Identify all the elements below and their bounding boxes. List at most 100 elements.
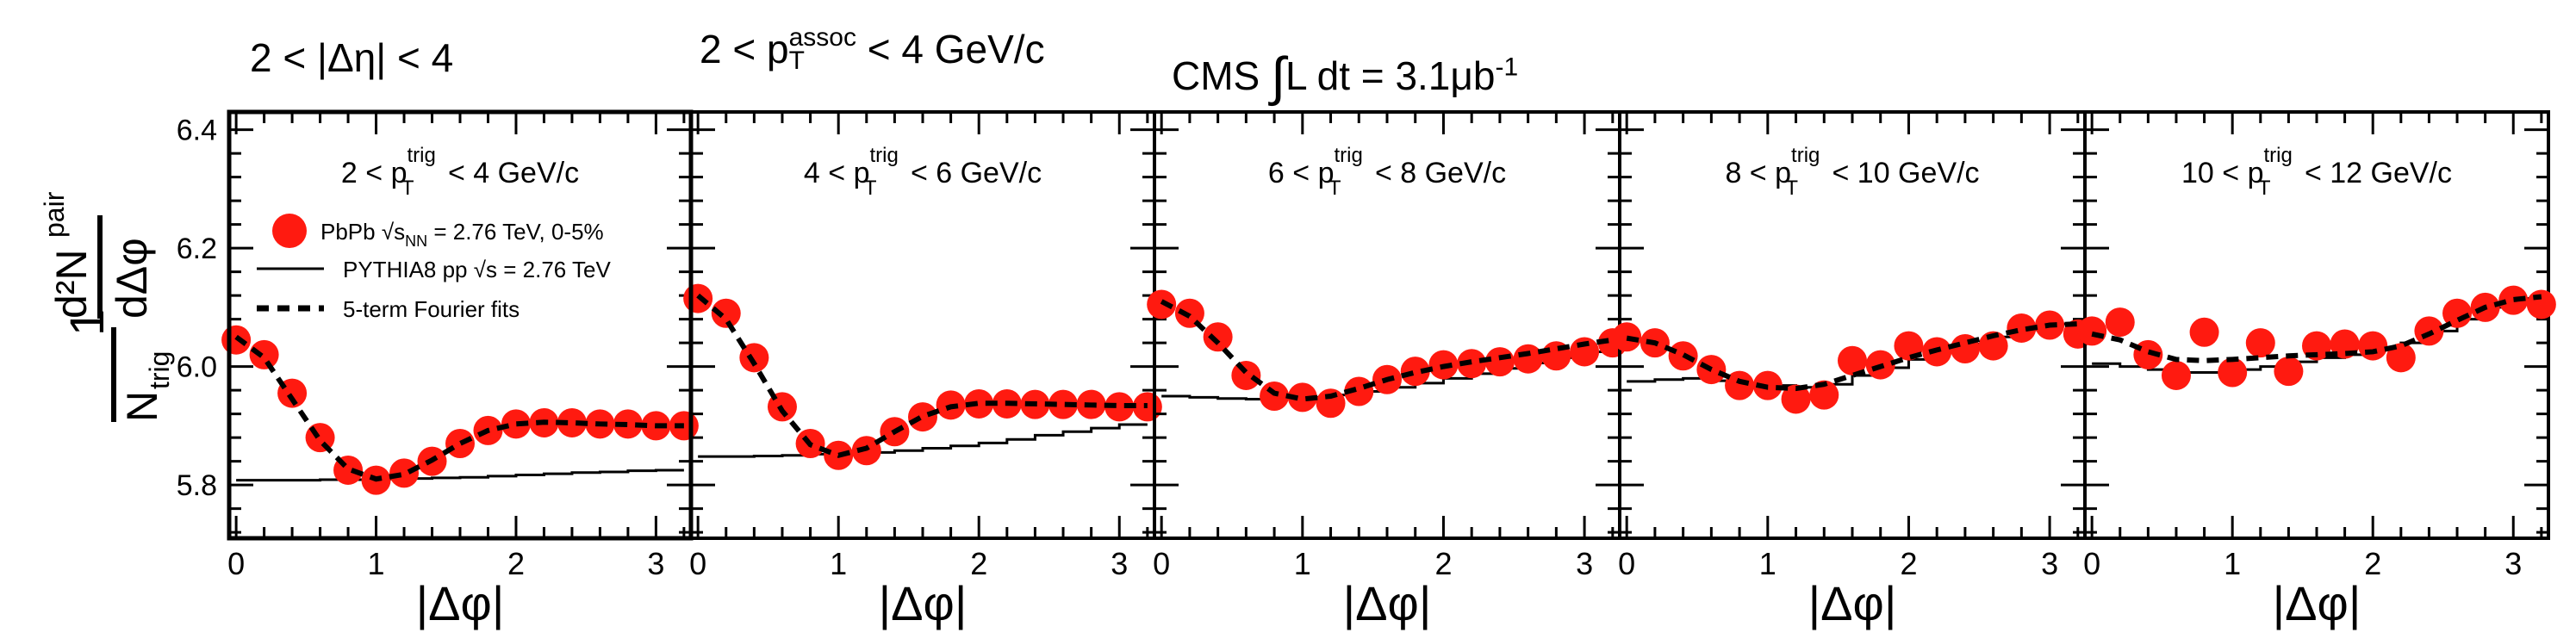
pbpb-point [2526,289,2556,320]
fourier-fit-curve [1160,299,1614,402]
lumi-exponent: -1 [1495,53,1519,82]
assoc-pt-script: assoc T [788,22,856,73]
y-label-one: 1 [59,309,114,336]
panel-4: 8 < ptrig T < 10 GeV/c 0 1 2 3 |Δφ| [1612,110,2093,630]
pbpb-point [1048,389,1079,419]
pbpb-point [1612,322,1642,352]
x-tick-label: 0 [227,546,245,581]
pbpb-point [249,339,279,369]
pbpb-point [2189,317,2219,347]
x-axis-label: |Δφ| [1808,576,1897,630]
legend-label-pbpb: PbPb √sNN = 2.76 TeV, 0-5% [320,219,604,250]
panel-3: 6 < ptrig T < 8 GeV/c 0 1 2 3 |Δφ| [1147,110,1627,630]
pbpb-point [2105,307,2135,338]
assoc-pt-suffix: < 4 GeV/c [856,27,1045,71]
x-tick-label: 1 [368,546,385,581]
y-label-ntrig: N [118,391,166,422]
x-tick-label: 1 [830,546,847,581]
x-tick-label: 1 [1759,546,1776,581]
eta-range-text: 2 < |Δη| < 4 [250,35,454,80]
pbpb-point [2414,316,2444,346]
panel-1: 2 < ptrig T < 4 GeV/c 0 1 2 3 |Δφ| 5.8 6.0 6.2 6.4 [177,110,699,630]
fourier-fit-curve [1626,321,2078,392]
x-tick-label: 3 [1111,546,1128,581]
assoc-pt-label: 2 < p assoc T < 4 GeV/c [700,22,1045,76]
pbpb-point [2358,331,2388,361]
pbpb-point [2007,313,2037,343]
pbpb-point [2386,343,2416,373]
pythia-histogram [698,423,1148,458]
panel-title: 10 < ptrig T < 12 GeV/c [2181,144,2452,200]
panel-title: 8 < ptrig T < 10 GeV/c [1725,144,1979,200]
pbpb-point [2161,360,2191,390]
panel-5: 10 < ptrig T < 12 GeV/c 0 1 2 3 |Δφ| [2077,110,2556,630]
x-tick-label: 0 [1618,546,1635,581]
x-tick-label: 1 [1294,546,1311,581]
pbpb-point [739,343,769,373]
y-label-pair-sup: pair [39,191,70,238]
x-tick-label: 2 [1900,546,1917,581]
pbpb-point [2442,298,2473,328]
pbpb-point [2498,285,2529,315]
y-label-ntrig-sub: trig [144,351,175,389]
pbpb-point [1781,384,1811,414]
cms-text: CMS [1172,53,1260,98]
pbpb-point [1104,392,1135,422]
x-tick-label: 0 [1153,546,1170,581]
x-axis-label: |Δφ| [879,576,968,630]
panels-group: 2 < ptrig T < 4 GeV/c 0 1 2 3 |Δφ| 5.8 6.0 6.2 6.4… [177,109,2556,630]
x-tick-label: 3 [1576,546,1593,581]
pbpb-point [1203,322,1233,352]
pbpb-point [711,298,741,328]
legend-label-fits: 5-term Fourier fits [343,296,520,322]
integral-symbol: ∫ [1271,47,1285,107]
x-tick-label: 2 [1434,546,1452,581]
y-label-d2n: d²N [47,249,96,319]
pbpb-point [2245,328,2275,358]
x-tick-label: 1 [2224,546,2241,581]
eta-range-label: 2 < |Δη| < 4 [250,34,453,81]
pbpb-point [1725,370,1755,400]
legend: PbPb √sNN = 2.76 TeV, 0-5% PYTHIA8 pp √s… [257,214,611,322]
x-axis-label: |Δφ| [2273,576,2361,630]
pbpb-point [445,429,475,458]
pbpb-point [2218,357,2248,388]
pbpb-point [1147,289,1177,320]
assoc-pt-prefix: 2 < p [700,27,789,71]
pbpb-point [1838,345,1867,375]
pbpb-point [964,388,994,419]
panel-title: 6 < ptrig T < 8 GeV/c [1268,144,1506,200]
y-tick-label: 6.0 [177,351,217,384]
fourier-fit-curve [696,293,1148,458]
pbpb-point [1260,382,1290,411]
legend-marker-pbpb [272,214,307,248]
panel-title: 2 < ptrig T < 4 GeV/c [341,144,579,200]
y-axis-label: 1 N trig d²N pair dΔφ [39,191,175,422]
pbpb-point [1316,388,1346,419]
x-axis-label: |Δφ| [1343,576,1432,630]
x-tick-label: 2 [970,546,987,581]
x-axis-label: |Δφ| [416,576,505,630]
pbpb-point [2274,357,2304,387]
x-tick-label: 0 [689,546,706,581]
pbpb-point [389,458,420,488]
panel-2: 4 < ptrig T < 6 GeV/c 0 1 2 3 |Δφ| [683,110,1162,630]
x-tick-label: 3 [647,546,664,581]
pbpb-point [1287,382,1317,413]
legend-label-pythia: PYTHIA8 pp √s = 2.76 TeV [343,257,611,282]
lumi-text: L dt = 3.1μb [1285,53,1496,98]
cms-lumi-label: CMS ∫L dt = 3.1μb-1 [1172,41,1519,107]
pbpb-point [1484,347,1515,377]
x-tick-label: 2 [2364,546,2381,581]
x-tick-label: 2 [507,546,525,581]
pbpb-point [1978,331,2008,361]
pbpb-point [1513,344,1543,374]
pbpb-point [2077,316,2107,346]
first-panel-frame [227,109,694,541]
pbpb-point [1400,357,1430,387]
pbpb-point [908,402,937,432]
assoc-pt-sup: assoc [788,22,856,52]
pythia-histogram [236,468,684,482]
fourier-fit-curve [2091,294,2542,363]
